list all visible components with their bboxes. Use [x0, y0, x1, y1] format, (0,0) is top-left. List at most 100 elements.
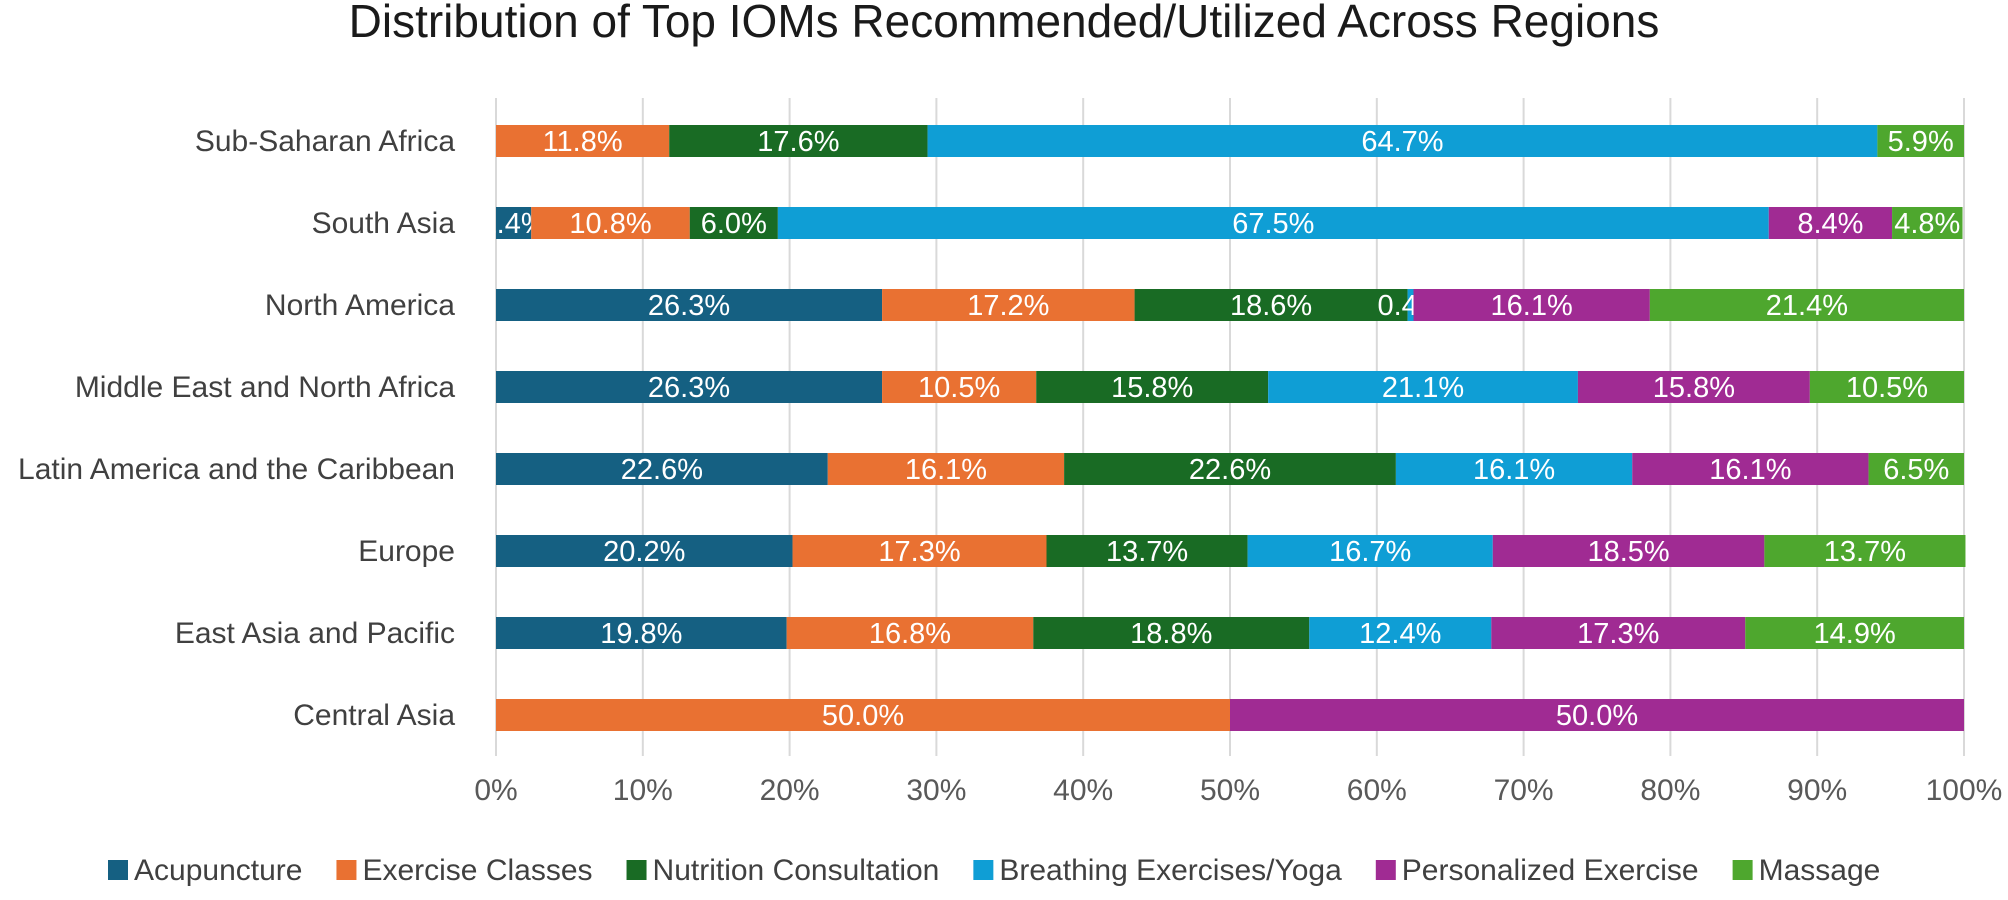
tick-label-0: 0% [474, 774, 517, 807]
tick-label-40: 40% [1053, 774, 1113, 807]
bar-latin-america-and-the-caribbean-nutrition-consultation [1064, 453, 1396, 485]
bars: 11.8% 17.6% 64.7% 5.9%2.4% 10.8% 6.0% 67.5% 8.4… [481, 125, 1966, 732]
legend-label-nutrition-consultation: Nutrition Consultation [653, 854, 940, 887]
bar-north-america-personalized-exercise [1413, 289, 1650, 321]
tick-label-50: 50% [1200, 774, 1260, 807]
data-label-middle-east-and-north-africa-nutrition-consultation: 15.8% [1111, 372, 1193, 404]
data-label-latin-america-and-the-caribbean-nutrition-consultation: 22.6% [1189, 454, 1271, 486]
tick-label-30: 30% [906, 774, 966, 807]
legend-label-massage: Massage [1759, 854, 1881, 887]
tick-label-60: 60% [1347, 774, 1407, 807]
data-label-europe-exercise-classes: 17.3% [878, 536, 960, 568]
data-label-middle-east-and-north-africa-personalized-exercise: 15.8% [1653, 372, 1735, 404]
chart-title: Distribution of Top IOMs Recommended/Uti… [349, 0, 1660, 47]
data-label-north-america-exercise-classes: 17.2% [967, 290, 1049, 322]
category-label-europe: Europe [358, 535, 455, 568]
category-label-south-asia: South Asia [312, 207, 456, 240]
data-label-sub-saharan-africa-massage: 5.9% [1888, 126, 1954, 158]
data-label-europe-personalized-exercise: 18.5% [1587, 536, 1669, 568]
bar-south-asia-nutrition-consultation [689, 207, 778, 239]
bar-middle-east-and-north-africa-personalized-exercise [1577, 371, 1810, 403]
bar-middle-east-and-north-africa-breathing-exercises-yoga [1268, 371, 1578, 403]
bar-europe-exercise-classes [792, 535, 1047, 567]
data-label-europe-acupuncture: 20.2% [603, 536, 685, 568]
bar-middle-east-and-north-africa-nutrition-consultation [1036, 371, 1269, 403]
data-label-east-asia-and-pacific-exercise-classes: 16.8% [869, 618, 951, 650]
tick-label-20: 20% [760, 774, 820, 807]
legend-swatch-exercise-classes [336, 860, 357, 880]
data-label-middle-east-and-north-africa-breathing-exercises-yoga: 21.1% [1382, 372, 1464, 404]
bar-europe-nutrition-consultation [1046, 535, 1248, 567]
data-label-middle-east-and-north-africa-exercise-classes: 10.5% [918, 372, 1000, 404]
data-label-middle-east-and-north-africa-acupuncture: 26.3% [648, 372, 730, 404]
legend-swatch-massage [1732, 860, 1753, 880]
bar-east-asia-and-pacific-personalized-exercise [1491, 617, 1746, 649]
category-label-north-america: North America [265, 289, 455, 322]
bar-latin-america-and-the-caribbean-exercise-classes [827, 453, 1065, 485]
bar-latin-america-and-the-caribbean-acupuncture [496, 453, 828, 485]
bar-east-asia-and-pacific-exercise-classes [786, 617, 1034, 649]
data-label-north-america-acupuncture: 26.3% [648, 290, 730, 322]
data-label-east-asia-and-pacific-breathing-exercises-yoga: 12.4% [1359, 618, 1441, 650]
data-label-latin-america-and-the-caribbean-exercise-classes: 16.1% [905, 454, 987, 486]
bar-south-asia-personalized-exercise [1768, 207, 1893, 239]
bar-north-america-acupuncture [496, 289, 883, 321]
data-label-latin-america-and-the-caribbean-breathing-exercises-yoga: 16.1% [1473, 454, 1555, 486]
bar-east-asia-and-pacific-massage [1745, 617, 1964, 649]
legend-swatch-nutrition-consultation [626, 860, 647, 880]
data-label-sub-saharan-africa-breathing-exercises-yoga: 64.7% [1361, 126, 1443, 158]
data-label-south-asia-breathing-exercises-yoga: 67.5% [1232, 208, 1314, 240]
tick-label-90: 90% [1787, 774, 1847, 807]
data-label-latin-america-and-the-caribbean-massage: 6.5% [1883, 454, 1949, 486]
category-axis: Sub-Saharan Africa South Asia North Americ… [18, 125, 455, 732]
data-label-east-asia-and-pacific-personalized-exercise: 17.3% [1577, 618, 1659, 650]
bar-north-america-nutrition-consultation [1134, 289, 1408, 321]
bar-south-asia-breathing-exercises-yoga [777, 207, 1769, 239]
bar-sub-saharan-africa-massage [1877, 125, 1964, 157]
bar-latin-america-and-the-caribbean-personalized-exercise [1632, 453, 1869, 485]
bar-central-asia-exercise-classes [496, 699, 1230, 731]
bar-north-america-massage [1649, 289, 1964, 321]
data-label-north-america-personalized-exercise: 16.1% [1491, 290, 1573, 322]
legend-swatch-personalized-exercise [1375, 860, 1396, 880]
data-label-east-asia-and-pacific-acupuncture: 19.8% [600, 618, 682, 650]
bar-middle-east-and-north-africa-exercise-classes [882, 371, 1037, 403]
data-label-latin-america-and-the-caribbean-personalized-exercise: 16.1% [1709, 454, 1791, 486]
bar-south-asia-massage [1892, 207, 1963, 239]
value-axis: 0% 10% 20% 30% 40% 50% 60% 70% 80% 90% 100% [474, 774, 2002, 807]
data-label-europe-massage: 13.7% [1824, 536, 1906, 568]
gridlines [495, 98, 1965, 756]
tick-label-100: 100% [1926, 774, 2003, 807]
bar-latin-america-and-the-caribbean-massage [1868, 453, 1964, 485]
bar-south-asia-acupuncture [496, 207, 532, 239]
bar-north-america-exercise-classes [882, 289, 1135, 321]
legend-label-acupuncture: Acupuncture [134, 854, 302, 887]
legend-label-personalized-exercise: Personalized Exercise [1402, 854, 1699, 887]
data-label-south-asia-massage: 4.8% [1894, 208, 1960, 240]
data-label-europe-nutrition-consultation: 13.7% [1106, 536, 1188, 568]
legend-label-breathing-exercises-yoga: Breathing Exercises/Yoga [999, 854, 1342, 887]
bar-middle-east-and-north-africa-massage [1809, 371, 1964, 403]
bar-europe-personalized-exercise [1492, 535, 1765, 567]
data-label-east-asia-and-pacific-massage: 14.9% [1814, 618, 1896, 650]
data-label-central-asia-personalized-exercise: 50.0% [1556, 700, 1638, 732]
bar-east-asia-and-pacific-breathing-exercises-yoga [1309, 617, 1492, 649]
category-label-central-asia: Central Asia [293, 699, 455, 732]
legend: Acupuncture Exercise Classes Nutrition Con… [108, 854, 1880, 887]
category-label-east-asia-and-pacific: East Asia and Pacific [175, 617, 455, 650]
bar-sub-saharan-africa-breathing-exercises-yoga [927, 125, 1878, 157]
data-label-south-asia-nutrition-consultation: 6.0% [701, 208, 767, 240]
data-label-south-asia-personalized-exercise: 8.4% [1797, 208, 1863, 240]
bar-north-america-breathing-exercises-yoga [1407, 289, 1414, 321]
tick-label-70: 70% [1494, 774, 1554, 807]
bar-sub-saharan-africa-nutrition-consultation [669, 125, 928, 157]
data-label-sub-saharan-africa-exercise-classes: 11.8% [543, 126, 623, 158]
bar-central-asia-personalized-exercise [1230, 699, 1964, 731]
tick-label-80: 80% [1640, 774, 1700, 807]
tick-label-10: 10% [613, 774, 673, 807]
data-label-middle-east-and-north-africa-massage: 10.5% [1846, 372, 1928, 404]
bar-latin-america-and-the-caribbean-breathing-exercises-yoga [1395, 453, 1633, 485]
bar-east-asia-and-pacific-nutrition-consultation [1033, 617, 1310, 649]
bar-sub-saharan-africa-exercise-classes [496, 125, 670, 157]
